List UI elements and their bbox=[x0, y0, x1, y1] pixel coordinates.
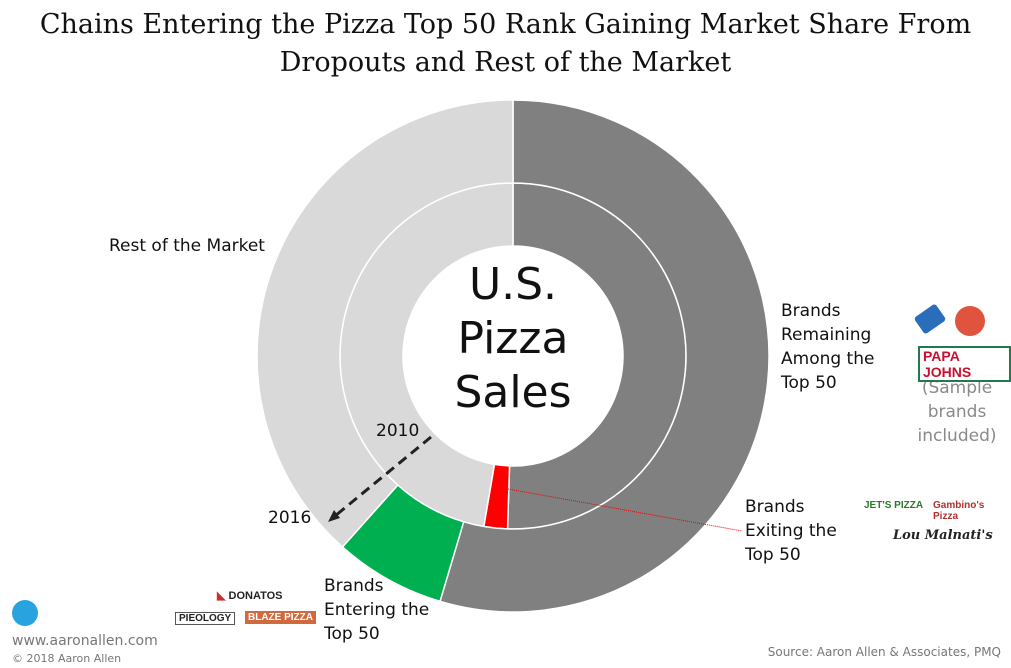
center-line: U.S. bbox=[468, 259, 558, 310]
label-line: Brands bbox=[781, 301, 841, 321]
lou-malnatis-logo: Lou Malnati's bbox=[893, 528, 993, 543]
slice-2016-brands-remaining-among-the-top-50 bbox=[439, 99, 770, 613]
year-arrow bbox=[334, 435, 432, 518]
label-rest-of-market: Rest of the Market bbox=[109, 236, 265, 256]
pieology-logo: PIEOLOGY bbox=[175, 612, 236, 625]
year-label-2016: 2016 bbox=[268, 508, 312, 528]
label-remaining: Brands Remaining Among the Top 50 bbox=[781, 299, 874, 395]
arrow-head-icon bbox=[328, 510, 340, 522]
slice-2016-rest-of-the-market bbox=[256, 99, 514, 549]
label-exiting: Brands Exiting the Top 50 bbox=[745, 495, 837, 567]
label-entering: Brands Entering the Top 50 bbox=[324, 574, 429, 646]
gambinos-pizza-logo: Gambino's Pizza bbox=[933, 500, 985, 522]
label-line: Top 50 bbox=[781, 373, 837, 393]
label-line: Entering the bbox=[324, 600, 430, 620]
label-line: Among the bbox=[781, 349, 875, 369]
papa-johns-logo: PAPA JOHNS bbox=[918, 346, 1011, 382]
label-line: Brands bbox=[324, 576, 384, 596]
center-line: Pizza bbox=[457, 313, 569, 364]
center-line: Sales bbox=[454, 367, 572, 418]
blaze-pizza-logo: BLAZE PIZZA bbox=[245, 611, 316, 624]
donatos-logo: ◣ DONATOS bbox=[217, 590, 283, 602]
globe-logo-icon bbox=[12, 600, 38, 626]
label-line: included) bbox=[917, 426, 997, 446]
source-note: Source: Aaron Allen & Associates, PMQ bbox=[767, 645, 1001, 659]
label-line: Top 50 bbox=[745, 545, 801, 565]
website-link[interactable]: www.aaronallen.com bbox=[12, 633, 158, 649]
label-line: Remaining bbox=[781, 325, 872, 345]
sample-brands-note: (Sample brands included) bbox=[912, 376, 1002, 448]
pizza-hut-logo bbox=[955, 306, 985, 336]
jets-pizza-logo: JET'S PIZZA bbox=[864, 500, 924, 511]
donatos-text: DONATOS bbox=[228, 590, 283, 602]
copyright: © 2018 Aaron Allen bbox=[12, 652, 122, 665]
label-line: Top 50 bbox=[324, 624, 380, 644]
label-line: Brands bbox=[745, 497, 805, 517]
chart-title: Chains Entering the Pizza Top 50 Rank Ga… bbox=[39, 9, 972, 78]
center-label: U.S. Pizza Sales bbox=[413, 258, 613, 420]
year-label-2010: 2010 bbox=[376, 421, 420, 441]
label-line: brands bbox=[927, 402, 987, 422]
label-line: Exiting the bbox=[745, 521, 837, 541]
exiting-leader-line bbox=[507, 488, 743, 532]
label-line: (Sample bbox=[921, 378, 993, 398]
